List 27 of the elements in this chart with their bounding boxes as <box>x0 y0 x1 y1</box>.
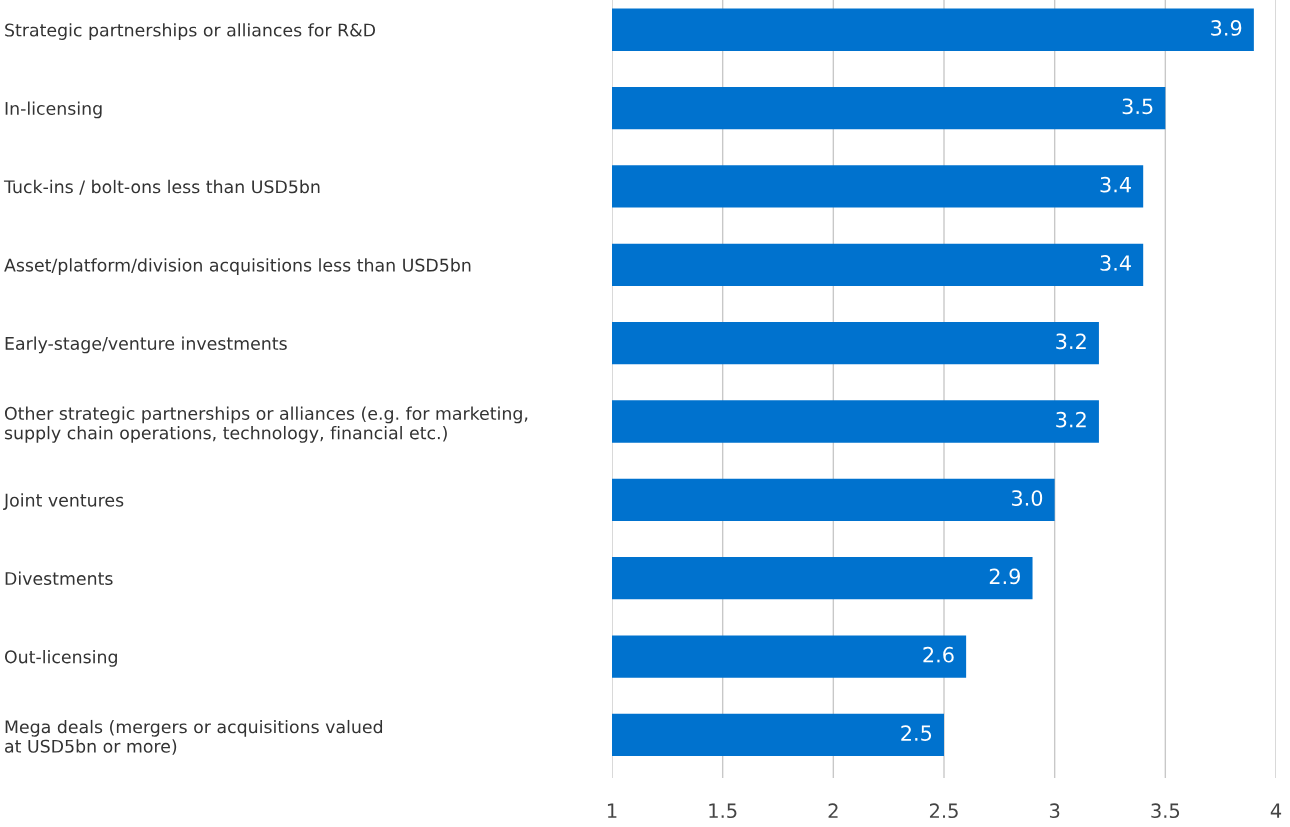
data-label: 3.5 <box>1122 98 1153 115</box>
y-tick-label: Tuck-ins / bolt-ons less than USD5bn <box>3 179 320 195</box>
y-tick-label: In-licensing <box>5 101 102 119</box>
y-tick-label: Out-licensing <box>4 649 117 667</box>
x-tick-label: 3.5 <box>1151 803 1180 819</box>
y-tick-label: Divestments <box>5 571 113 586</box>
data-label: 2.9 <box>989 568 1020 585</box>
y-tick-label: Mega deals (mergers or acquisitions valued at USD5bn or more) <box>5 719 383 755</box>
data-label: 3.2 <box>1056 333 1086 350</box>
data-label: 3.4 <box>1100 176 1131 193</box>
x-tick-label: 1 <box>607 803 617 818</box>
data-label: 3.9 <box>1211 20 1242 36</box>
data-label: 2.5 <box>901 725 932 741</box>
x-tick-label: 3 <box>1049 803 1060 819</box>
y-tick-label: Other strategic partnerships or alliances (e.g. for marketing, supply chain operations, technology, financial etc.) <box>4 406 528 443</box>
data-label: 3.0 <box>1012 490 1043 506</box>
y-tick-label: Asset/platform/division acquisitions less than USD5bn <box>4 258 471 276</box>
y-tick-label: Early-stage/venture investments <box>5 336 287 354</box>
data-label: 3.4 <box>1100 255 1131 271</box>
x-tick-label: 2 <box>828 803 838 818</box>
x-tick-label: 1.5 <box>709 803 737 819</box>
x-tick-label: 2.5 <box>929 803 958 819</box>
x-tick-label: 4 <box>1270 803 1282 818</box>
y-tick-label: Joint ventures <box>3 493 124 510</box>
y-tick-label: Strategic partnerships or alliances for R&D <box>5 23 376 40</box>
data-label: 3.2 <box>1056 411 1086 428</box>
data-label: 2.6 <box>923 646 954 663</box>
